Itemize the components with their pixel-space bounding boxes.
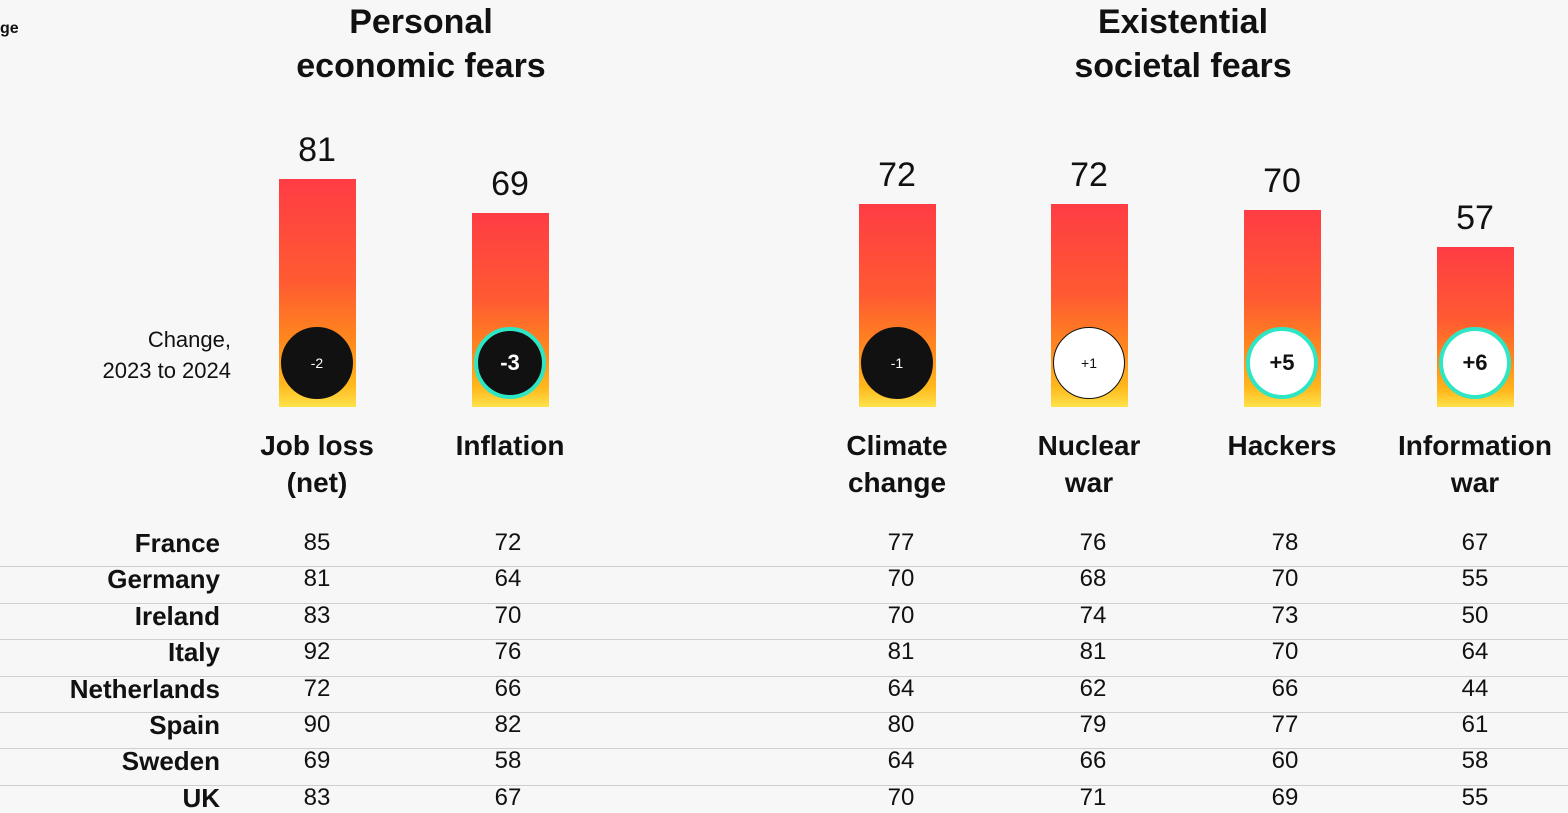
change-label: -1 [890, 355, 904, 371]
table-cell: 76 [494, 638, 522, 666]
category-label: Nuclear war [1037, 430, 1141, 498]
country-label: Sweden [121, 746, 220, 777]
change-label: +5 [1269, 350, 1295, 375]
row-divider [0, 639, 1568, 641]
value-label: 81 [298, 130, 336, 169]
table-cell: 55 [1461, 783, 1489, 811]
change-circle: +1 [1053, 327, 1125, 399]
table-cell: 77 [1271, 711, 1299, 738]
table-cell: 85 [303, 529, 331, 556]
country-label: France [134, 528, 220, 558]
table-cell: 70 [887, 601, 915, 629]
table-cell: 68 [1079, 565, 1107, 593]
table-cell: 83 [303, 601, 331, 629]
category-label: Inflation [455, 430, 565, 461]
table-cell: 50 [1461, 601, 1489, 629]
table-cell: 67 [494, 783, 522, 811]
value-label: 57 [1456, 198, 1494, 237]
table-cell: 61 [1461, 711, 1489, 738]
change-label: +1 [1081, 355, 1097, 371]
row-divider [0, 566, 1568, 568]
row-divider [0, 784, 1568, 786]
change-label: -3 [500, 350, 520, 375]
change-circle: +5 [1246, 327, 1318, 399]
change-label: +6 [1462, 350, 1488, 375]
table-cell: 76 [1079, 529, 1107, 556]
table-cell: 81 [303, 565, 331, 593]
table-cell: 70 [887, 565, 915, 593]
table-cell: 74 [1079, 601, 1107, 629]
value-label: 72 [1070, 156, 1108, 195]
table-cell: 70 [887, 783, 915, 811]
table-cell: 67 [1461, 529, 1489, 556]
table-cell: 71 [1079, 783, 1107, 811]
table-cell: 83 [303, 783, 331, 811]
change-circle: -1 [861, 327, 933, 399]
table-cell: 79 [1079, 711, 1107, 738]
category-label: Job loss (net) [260, 430, 374, 498]
table-cell: 90 [303, 711, 331, 738]
group-title: Existential societal fears [1074, 3, 1292, 85]
table-cell: 69 [303, 747, 331, 775]
group-title: Personal economic fears [296, 3, 546, 85]
table-cell: 80 [887, 711, 915, 738]
table-cell: 73 [1271, 601, 1299, 629]
table-cell: 60 [1271, 747, 1299, 775]
category-label: Hackers [1227, 430, 1337, 461]
table-cell: 64 [1461, 638, 1489, 666]
table-cell: 66 [1271, 674, 1299, 702]
table-cell: 58 [1461, 747, 1489, 775]
category-label: Climate change [846, 430, 948, 498]
table-cell: 64 [494, 565, 522, 593]
row-divider [0, 712, 1568, 713]
table-cell: 62 [1079, 674, 1107, 702]
table-cell: 72 [303, 674, 331, 702]
table-cell: 78 [1271, 529, 1299, 556]
table-cell: 44 [1461, 674, 1489, 702]
country-label: UK [182, 782, 220, 813]
table-cell: 92 [303, 638, 331, 666]
table-cell: 72 [494, 529, 522, 556]
table-cell: 64 [887, 747, 915, 775]
row-divider [0, 602, 1568, 604]
value-label: 69 [491, 164, 529, 203]
country-label: Spain [149, 710, 220, 740]
table-cell: 70 [1271, 638, 1299, 666]
country-label: Netherlands [69, 673, 220, 704]
table-cell: 81 [1079, 638, 1107, 666]
change-label: -2 [310, 355, 324, 371]
table-cell: 70 [1271, 565, 1299, 593]
row-divider [0, 675, 1568, 677]
row-divider [0, 748, 1568, 750]
table-cell: 58 [494, 747, 522, 775]
table-cell: 70 [494, 601, 522, 629]
change-circle: -3 [474, 327, 546, 399]
table-cell: 81 [887, 638, 915, 666]
change-circle: +6 [1439, 327, 1511, 399]
table-cell: 82 [494, 711, 522, 738]
value-label: 70 [1263, 161, 1301, 200]
change-title: Change, 2023 to 2024 [102, 327, 231, 383]
corner-text: ge [0, 20, 19, 37]
country-label: Ireland [134, 600, 220, 631]
country-label: Italy [167, 637, 220, 668]
value-label: 72 [878, 156, 916, 195]
table-cell: 69 [1271, 783, 1299, 811]
country-label: Germany [107, 564, 220, 595]
table-cell: 66 [494, 674, 522, 702]
table-cell: 77 [887, 529, 915, 556]
change-circle: -2 [281, 327, 353, 399]
table-cell: 64 [887, 674, 915, 702]
table-cell: 66 [1079, 747, 1107, 775]
category-label: Information war [1398, 430, 1552, 498]
table-cell: 55 [1461, 565, 1489, 593]
